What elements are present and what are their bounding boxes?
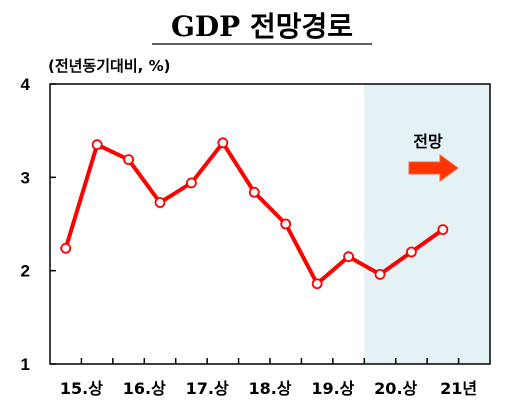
data-point: [91, 139, 103, 151]
data-point: [248, 186, 260, 198]
y-tick-label: 1: [21, 355, 30, 374]
data-point: [217, 137, 229, 149]
x-tick-label: 21년: [440, 379, 477, 398]
data-point: [186, 177, 197, 189]
y-tick-label: 3: [21, 168, 30, 187]
x-tick-label: 20.상: [374, 379, 417, 398]
data-point: [374, 268, 386, 280]
forecast-region: [364, 84, 490, 364]
data-point: [123, 154, 134, 166]
series-line-group: [60, 137, 449, 290]
y-tick-label: 2: [21, 262, 30, 281]
unit-label: (전년동기대비, %): [48, 57, 170, 75]
y-tick-label: 4: [21, 75, 31, 94]
data-point: [311, 278, 323, 290]
data-point: [154, 197, 166, 208]
data-point: [406, 246, 417, 258]
chart-title: GDP 전망경로: [171, 10, 353, 43]
x-tick-label: 17.상: [186, 379, 229, 398]
forecast-label: 전망: [413, 132, 443, 151]
x-tick-label: 15.상: [60, 379, 103, 398]
data-point: [437, 224, 449, 236]
x-tick-label: 18.상: [248, 379, 291, 398]
data-point: [60, 242, 72, 254]
x-tick-label: 16.상: [123, 379, 166, 398]
forecast-arrow-icon: [408, 154, 459, 182]
data-point: [280, 218, 292, 230]
x-axis: 15.상 16.상 17.상 18.상 19.상 20.상 21년: [60, 358, 477, 398]
x-tick-label: 19.상: [311, 379, 354, 398]
y-axis: 1 2 3 4: [21, 75, 56, 374]
data-point: [343, 251, 354, 263]
